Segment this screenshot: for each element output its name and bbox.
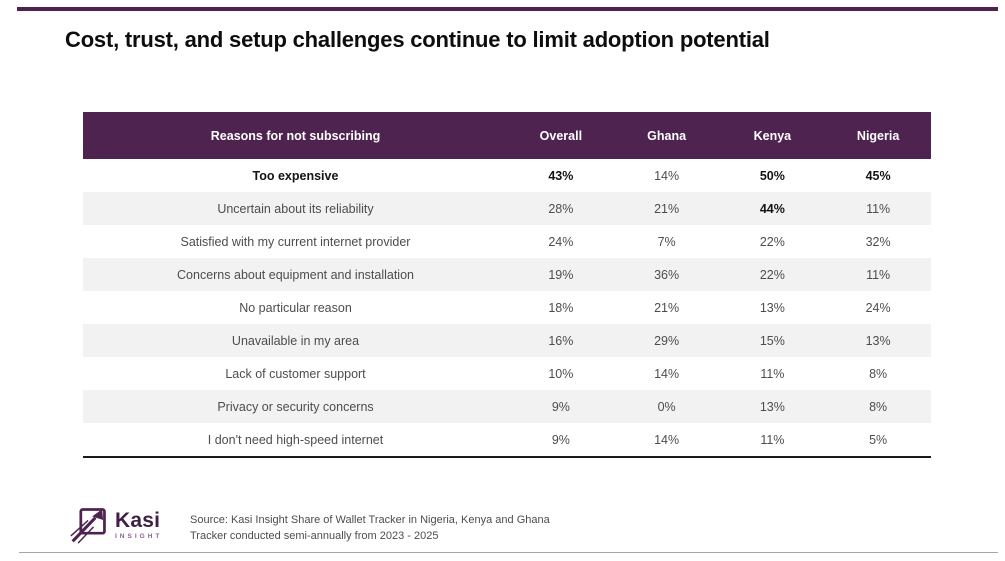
table-row: Satisfied with my current internet provi… [83, 225, 931, 258]
kasi-logo-icon [70, 508, 106, 544]
value-cell: 14% [654, 366, 680, 381]
value-cell: 15% [759, 333, 785, 348]
reason-cell: Too expensive [252, 168, 339, 183]
value-cell: 8% [869, 366, 888, 381]
value-cell: 13% [865, 333, 891, 348]
value-cell: 0% [657, 399, 676, 414]
reason-cell: Unavailable in my area [231, 333, 360, 348]
value-cell: 14% [654, 168, 680, 183]
table-row: Unavailable in my area 16% 29% 15% 13% [83, 324, 931, 357]
value-cell: 11% [760, 432, 785, 447]
value-cell: 9% [551, 399, 570, 414]
value-cell: 28% [548, 201, 574, 216]
kasi-wordmark: Kasi INSIGHT [115, 510, 162, 541]
page-title: Cost, trust, and setup challenges contin… [65, 27, 770, 52]
table-row: No particular reason 18% 21% 13% 24% [83, 291, 931, 324]
kasi-insight-logo: Kasi INSIGHT [69, 505, 162, 545]
table-row: Concerns about equipment and installatio… [83, 258, 931, 291]
value-cell: 45% [865, 168, 891, 183]
footer-divider [19, 552, 998, 553]
value-cell: 19% [548, 267, 574, 282]
top-accent-bar [17, 7, 998, 11]
table-row: Too expensive 43% 14% 50% 45% [83, 159, 931, 192]
column-header-ghana: Ghana [647, 128, 687, 143]
value-cell: 29% [654, 333, 680, 348]
reason-cell: Concerns about equipment and installatio… [177, 267, 414, 282]
column-header-reasons: Reasons for not subscribing [210, 128, 381, 143]
value-cell: 22% [759, 267, 785, 282]
value-cell: 24% [865, 300, 891, 315]
source-line-1: Source: Kasi Insight Share of Wallet Tra… [190, 514, 550, 526]
table-row: I don't need high-speed internet 9% 14% … [83, 423, 931, 456]
value-cell: 22% [759, 234, 785, 249]
brand-name: Kasi [115, 508, 161, 532]
table-header-row: Reasons for not subscribing Overall Ghan… [83, 112, 931, 159]
reason-cell: Lack of customer support [225, 366, 366, 381]
value-cell: 13% [759, 399, 785, 414]
value-cell: 44% [759, 201, 785, 216]
brand-subtitle: INSIGHT [115, 532, 163, 540]
value-cell: 8% [869, 399, 888, 414]
value-cell: 11% [760, 366, 785, 381]
value-cell: 10% [548, 366, 574, 381]
reason-cell: No particular reason [239, 300, 352, 315]
reasons-table: Reasons for not subscribing Overall Ghan… [83, 112, 931, 458]
reason-cell: Uncertain about its reliability [217, 201, 374, 216]
source-note: Source: Kasi Insight Share of Wallet Tra… [190, 512, 550, 544]
value-cell: 50% [759, 168, 785, 183]
value-cell: 18% [548, 300, 574, 315]
value-cell: 24% [548, 234, 574, 249]
value-cell: 14% [654, 432, 680, 447]
table-row: Lack of customer support 10% 14% 11% 8% [83, 357, 931, 390]
value-cell: 11% [866, 267, 891, 282]
table-row: Uncertain about its reliability 28% 21% … [83, 192, 931, 225]
column-header-kenya: Kenya [753, 128, 792, 143]
reason-cell: Privacy or security concerns [217, 399, 374, 414]
value-cell: 21% [654, 201, 680, 216]
source-line-2: Tracker conducted semi-annually from 202… [190, 530, 439, 542]
value-cell: 13% [759, 300, 785, 315]
value-cell: 7% [657, 234, 676, 249]
column-header-overall: Overall [539, 128, 583, 143]
value-cell: 43% [548, 168, 574, 183]
value-cell: 11% [866, 201, 891, 216]
reason-cell: I don't need high-speed internet [207, 432, 384, 447]
value-cell: 9% [551, 432, 570, 447]
value-cell: 36% [654, 267, 680, 282]
table-row: Privacy or security concerns 9% 0% 13% 8… [83, 390, 931, 423]
value-cell: 5% [869, 432, 888, 447]
value-cell: 16% [548, 333, 574, 348]
column-header-nigeria: Nigeria [856, 128, 900, 143]
reason-cell: Satisfied with my current internet provi… [180, 234, 411, 249]
value-cell: 32% [865, 234, 891, 249]
value-cell: 21% [654, 300, 680, 315]
